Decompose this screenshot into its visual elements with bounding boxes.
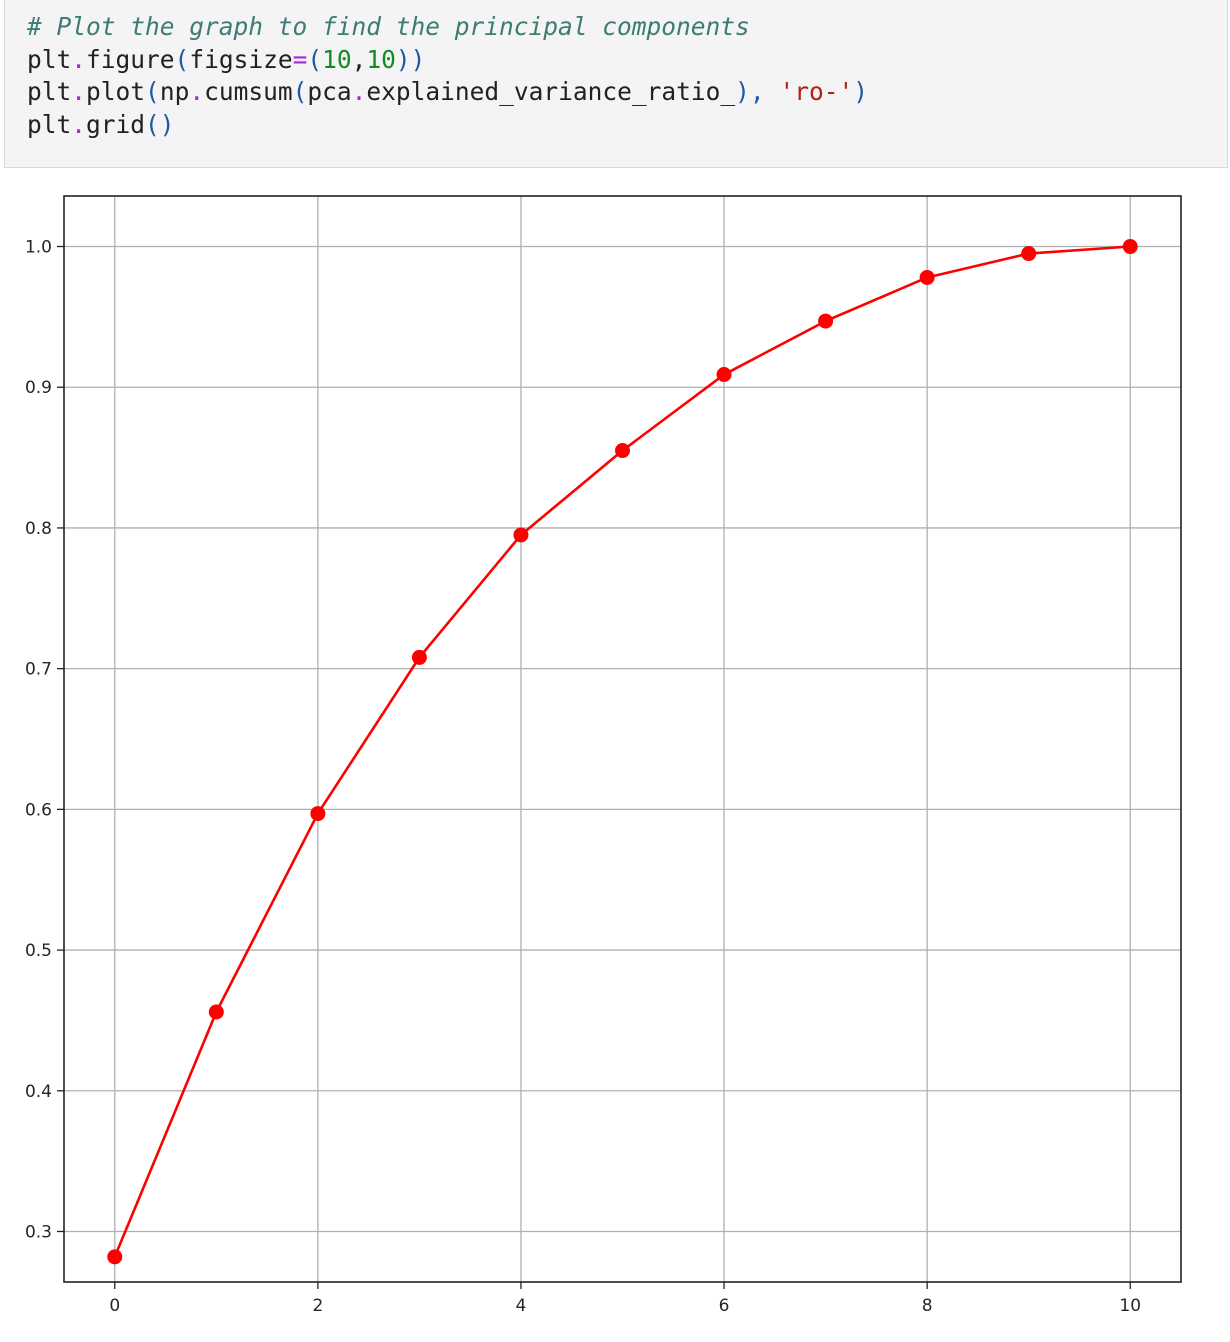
- code-token: .: [71, 109, 87, 139]
- code-token: =: [292, 44, 308, 74]
- y-tick-label: 0.4: [25, 1082, 52, 1102]
- code-token: (): [145, 109, 175, 139]
- code-token: .: [351, 77, 367, 106]
- code-line: plt.plot(np.cumsum(pca.explained_varianc…: [27, 76, 1227, 109]
- code-token: .: [189, 77, 205, 106]
- data-point: [513, 527, 529, 543]
- code-token: 10: [366, 44, 396, 74]
- data-point: [1021, 246, 1037, 262]
- code-token: ),: [735, 77, 765, 106]
- code-token: )): [395, 44, 426, 74]
- code-token: plt: [27, 44, 72, 74]
- code-token: ,: [351, 44, 367, 74]
- code-token: [765, 77, 780, 106]
- code-token: (: [307, 44, 323, 74]
- x-tick-label: 8: [922, 1296, 933, 1316]
- code-token: pca: [307, 77, 352, 106]
- y-tick-label: 0.7: [25, 660, 52, 680]
- code-token: figsize: [189, 44, 293, 74]
- data-point: [919, 269, 935, 285]
- grid-lines: [64, 196, 1181, 1282]
- code-token: .: [71, 77, 87, 106]
- series-layer: [107, 239, 1138, 1265]
- code-editor[interactable]: # Plot the graph to find the principal c…: [5, 0, 1227, 141]
- y-tick-label: 0.5: [25, 941, 52, 961]
- code-token: plt: [27, 77, 72, 106]
- code-token: np: [159, 77, 190, 106]
- code-token: (: [174, 44, 190, 74]
- code-token: plt: [27, 109, 72, 139]
- code-token: ): [853, 77, 868, 106]
- cell-output: 0 2 4 6 8 10 0.3 0.4 0.5 0.6 0.7 0.8 0.9 1.0: [0, 168, 1230, 1342]
- code-token: cumsum: [204, 77, 293, 106]
- plot-frame: [63, 195, 1182, 1283]
- code-token: 10: [322, 44, 352, 74]
- data-point: [1122, 239, 1138, 255]
- data-point: [107, 1249, 123, 1265]
- x-tick-label: 6: [719, 1296, 730, 1316]
- code-line: # Plot the graph to find the principal c…: [27, 11, 1227, 44]
- code-token: .: [71, 44, 87, 74]
- data-point: [208, 1004, 224, 1020]
- x-tick-label: 2: [312, 1296, 323, 1316]
- code-token: (: [145, 77, 160, 106]
- code-line: plt.grid(): [27, 109, 1227, 142]
- y-tick-label: 0.9: [25, 378, 52, 398]
- line-chart: 0 2 4 6 8 10 0.3 0.4 0.5 0.6 0.7 0.8 0.9 1.0: [25, 195, 1182, 1316]
- data-point: [615, 443, 630, 459]
- code-token: (: [292, 77, 308, 106]
- data-point: [818, 313, 834, 329]
- y-tick-label: 0.8: [25, 519, 52, 539]
- plot-area: [64, 196, 1181, 1282]
- data-point: [411, 649, 427, 665]
- data-point: [310, 806, 326, 822]
- axis-ticks: [57, 245, 1131, 1289]
- code-token: plot: [86, 77, 146, 106]
- code-line: plt.figure(figsize=(10,10)): [27, 44, 1227, 77]
- x-tick-label: 0: [109, 1296, 120, 1316]
- x-tick-label: 10: [1119, 1296, 1141, 1316]
- code-token: figure: [86, 44, 175, 74]
- y-tick-label: 1.0: [25, 238, 52, 258]
- y-tick-label: 0.6: [25, 800, 52, 820]
- data-point: [716, 367, 732, 383]
- code-token: # Plot the graph to find the principal c…: [27, 12, 750, 41]
- y-tick-label: 0.3: [25, 1222, 52, 1242]
- code-cell[interactable]: # Plot the graph to find the principal c…: [4, 0, 1228, 168]
- code-token: 'ro-': [779, 77, 854, 106]
- code-token: grid: [86, 109, 146, 139]
- x-tick-label: 4: [516, 1296, 527, 1316]
- tick-labels: 0 2 4 6 8 10 0.3 0.4 0.5 0.6 0.7 0.8 0.9 1.0: [25, 238, 1141, 1316]
- code-token: explained_variance_ratio_: [366, 77, 736, 106]
